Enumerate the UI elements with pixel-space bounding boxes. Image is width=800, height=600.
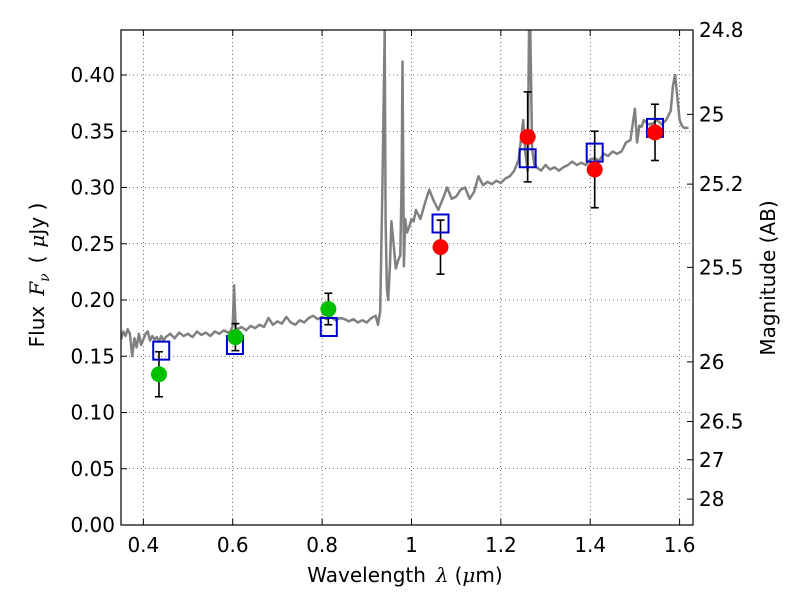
model-photometry-square bbox=[152, 340, 171, 361]
y2-tick-label: 27 bbox=[699, 448, 724, 472]
x-tick-label: 1 bbox=[405, 533, 418, 557]
model-photometry-square bbox=[431, 213, 450, 234]
model-photometry-square bbox=[319, 317, 338, 337]
y2-tick-label: 25.5 bbox=[699, 255, 744, 279]
photometry-point bbox=[432, 239, 449, 256]
photometry-point bbox=[586, 161, 603, 178]
model-spectrum-line bbox=[121, 30, 689, 358]
photometry-point bbox=[150, 366, 167, 383]
photometry-point bbox=[647, 124, 664, 141]
y-tick-label: 0.10 bbox=[70, 401, 115, 425]
y-tick-label: 0.40 bbox=[70, 63, 115, 87]
x-tick-label: 0.4 bbox=[127, 533, 159, 557]
y-tick-label: 0.35 bbox=[70, 119, 115, 143]
x-axis-label: Wavelength λ (μm) bbox=[307, 563, 502, 587]
y2-tick-label: 26.5 bbox=[699, 410, 744, 434]
y2-axis-label: Magnitude (AB) bbox=[756, 200, 780, 355]
x-tick-label: 1.4 bbox=[574, 533, 606, 557]
x-tick-label: 0.8 bbox=[306, 533, 338, 557]
photometry-point bbox=[320, 301, 337, 317]
x-tick-label: 0.6 bbox=[217, 533, 249, 557]
y2-tick-label: 25 bbox=[699, 102, 724, 126]
y-tick-label: 0.25 bbox=[70, 232, 115, 256]
plot-content bbox=[121, 30, 689, 398]
plot-frame bbox=[120, 29, 694, 526]
ticks: 0.4 0.6 0.8 1 1.2 1.4 1.6 0.00 0.05 0.10 0.15 0.20 0… bbox=[70, 18, 743, 557]
y2-tick-label: 26 bbox=[699, 350, 724, 374]
y2-tick-label: 28 bbox=[699, 487, 724, 511]
x-tick-label: 1.2 bbox=[485, 533, 517, 557]
model-photometry-square bbox=[518, 148, 537, 169]
grid bbox=[121, 30, 693, 526]
y-axis-label: FluxFν(μJy ) bbox=[25, 203, 53, 348]
y2-tick-label: 25.2 bbox=[699, 172, 744, 196]
y-tick-label: 0.15 bbox=[70, 344, 115, 368]
photometry-point bbox=[227, 329, 244, 346]
y-tick-label: 0.30 bbox=[70, 176, 115, 200]
y-tick-label: 0.00 bbox=[70, 513, 115, 537]
photometry-point bbox=[519, 128, 536, 145]
y2-tick-label: 24.8 bbox=[699, 18, 744, 42]
y-tick-label: 0.20 bbox=[70, 288, 115, 312]
y-tick-label: 0.05 bbox=[70, 457, 115, 481]
x-tick-label: 1.6 bbox=[664, 533, 696, 557]
